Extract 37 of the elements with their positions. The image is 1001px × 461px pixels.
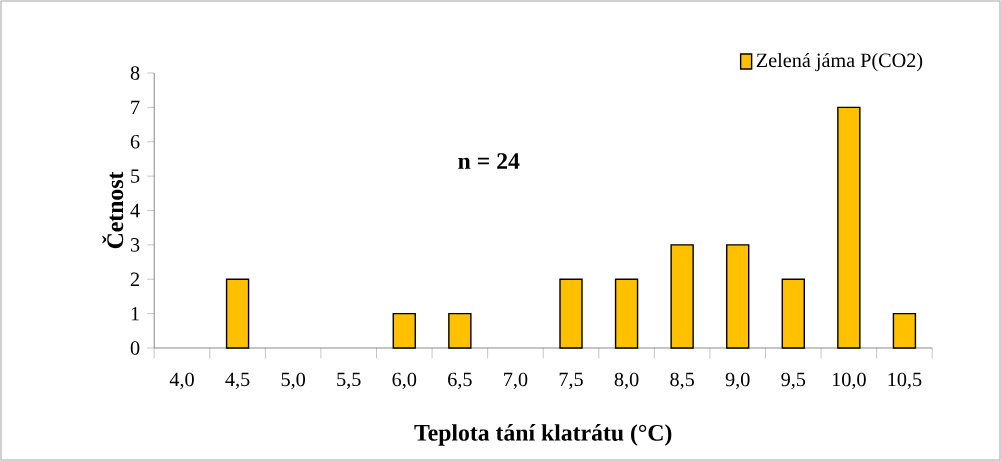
x-tick-label: 5,0: [281, 372, 306, 390]
x-tick-label: 9,5: [781, 372, 806, 390]
y-tick-label: 0: [130, 341, 140, 355]
x-tick-label: 10,0: [832, 372, 866, 390]
x-tick-label: 6,0: [392, 372, 417, 390]
bar: [837, 106, 861, 349]
x-tick-label: 10,5: [888, 372, 922, 390]
y-tick-label: 5: [131, 169, 140, 183]
x-tick-label: 9,0: [725, 372, 750, 390]
bar: [448, 312, 472, 349]
x-tick-label: 7,0: [504, 372, 528, 390]
y-tick-label: 3: [130, 238, 140, 252]
y-axis-title: Četnost: [102, 171, 124, 249]
x-axis-title: Teplota tání klatrátu (°C): [414, 424, 672, 446]
y-tick-label: 1: [131, 306, 139, 321]
x-tick-label: 8,0: [614, 372, 639, 390]
y-tick-label: 6: [130, 134, 140, 149]
x-tick-label: 4,0: [169, 372, 194, 390]
bar: [726, 244, 750, 349]
bar: [892, 312, 917, 349]
y-tick-label: 4: [130, 203, 140, 218]
y-tick-label: 2: [130, 272, 139, 286]
bar: [781, 278, 805, 349]
y-tick-label: 8: [130, 66, 140, 80]
y-tick-label: 7: [131, 100, 140, 114]
annotation: n = 24: [458, 153, 520, 169]
bar: [392, 312, 416, 349]
legend-label: Zelená jáma P(CO2): [756, 52, 923, 72]
x-tick-label: 6,5: [448, 372, 472, 390]
x-tick-label: 8,5: [670, 372, 694, 390]
bar: [225, 278, 250, 349]
bar: [614, 278, 639, 349]
x-tick-label: 5,5: [337, 372, 361, 389]
x-tick-label: 4,5: [225, 372, 250, 390]
bar: [670, 244, 694, 349]
bar: [559, 278, 583, 349]
x-tick-label: 7,5: [559, 372, 583, 389]
